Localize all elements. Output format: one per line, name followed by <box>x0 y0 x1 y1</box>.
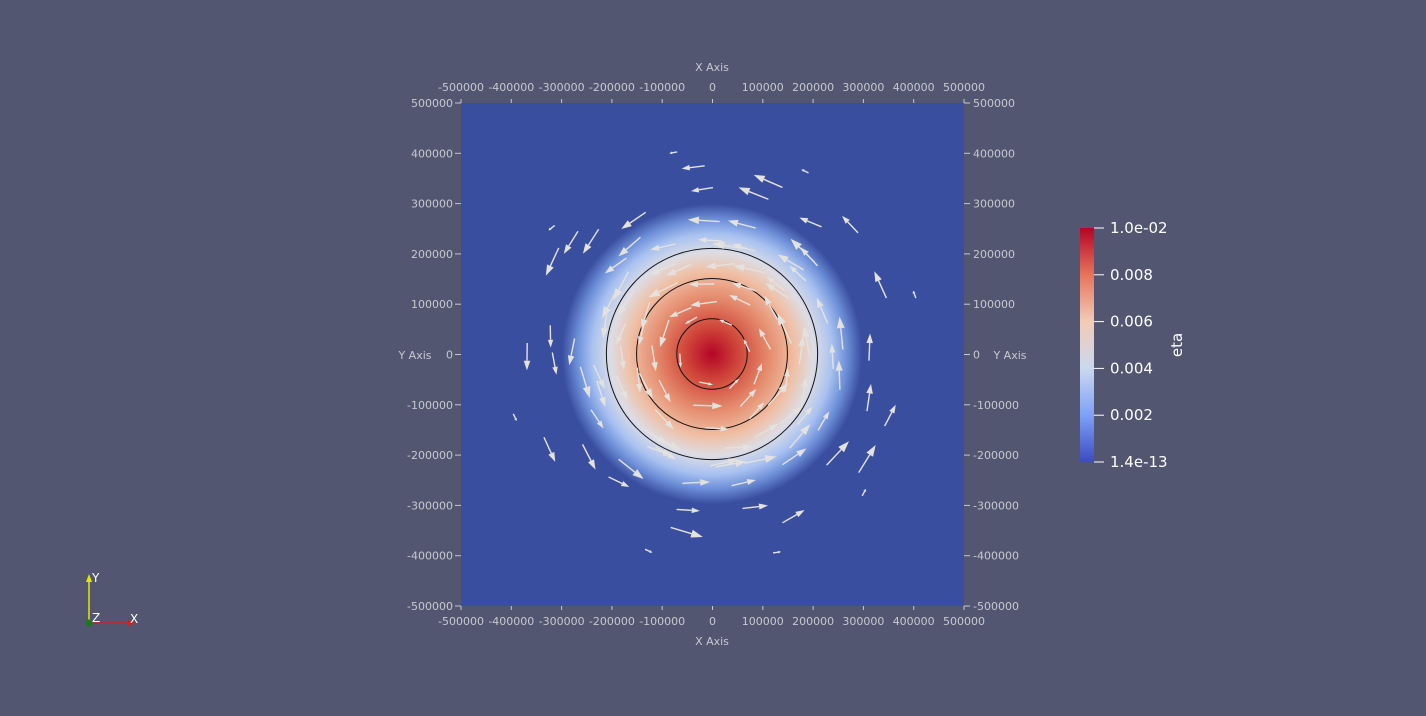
y-tick-label-left: 200000 <box>411 248 453 261</box>
x-tick-label-top: -100000 <box>639 81 685 94</box>
x-tick-label-top: -400000 <box>488 81 534 94</box>
velocity-arrow-shaft <box>682 482 700 483</box>
x-tick-label-top: 400000 <box>893 81 935 94</box>
x-tick-label-bottom: -400000 <box>488 615 534 628</box>
y-tick-label-left: 100000 <box>411 298 453 311</box>
orientation-z-label: Z <box>92 611 100 625</box>
x-tick-label-top: -200000 <box>589 81 635 94</box>
colorbar-labels: 1.0e-02 0.008 0.006 0.004 0.002 1.4e-13 <box>1094 219 1168 471</box>
y-tick-label-left: -200000 <box>407 449 453 462</box>
colorbar-label: 0.008 <box>1110 266 1153 284</box>
velocity-arrow-shaft <box>706 240 722 241</box>
x-tick-label-bottom: 0 <box>709 615 716 628</box>
x-tick-label-bottom: 200000 <box>792 615 834 628</box>
x-tick-label-bottom: 100000 <box>742 615 784 628</box>
eta-field-blob <box>562 204 862 504</box>
y-tick-label-right: -500000 <box>973 600 1019 613</box>
x-tick-label-bottom: -300000 <box>539 615 585 628</box>
x-axis-title-top: X Axis <box>695 61 729 74</box>
velocity-arrow-shaft <box>869 343 870 361</box>
colorbar-gradient <box>1080 228 1094 462</box>
y-tick-label-left: -300000 <box>407 499 453 512</box>
y-axis-title-left: Y Axis <box>397 349 431 362</box>
x-tick-label-bottom: -500000 <box>438 615 484 628</box>
y-tick-label-right: 400000 <box>973 147 1015 160</box>
x-tick-label-top: 500000 <box>943 81 985 94</box>
x-tick-label-top: -500000 <box>438 81 484 94</box>
y-tick-label-left: 400000 <box>411 147 453 160</box>
orientation-y-label: Y <box>91 571 100 585</box>
velocity-arrow-shaft <box>832 353 833 369</box>
y-tick-label-right: 100000 <box>973 298 1015 311</box>
x-tick-label-bottom: 400000 <box>893 615 935 628</box>
colorbar-label: 1.4e-13 <box>1110 453 1168 471</box>
velocity-arrow-shaft <box>839 371 840 390</box>
x-tick-label-top: 300000 <box>842 81 884 94</box>
orientation-axes-widget[interactable]: Y X Z <box>86 571 139 627</box>
y-tick-label-left: 300000 <box>411 198 453 211</box>
colorbar-label: 0.004 <box>1110 359 1153 377</box>
y-tick-label-left: 0 <box>446 349 453 362</box>
velocity-arrow-shaft <box>680 354 681 363</box>
velocity-arrow-shaft <box>693 405 712 406</box>
colorbar[interactable]: 1.0e-02 0.008 0.006 0.004 0.002 1.4e-13 eta <box>1080 219 1186 471</box>
x-tick-label-bottom: -200000 <box>589 615 635 628</box>
colorbar-title: eta <box>1168 333 1186 357</box>
x-tick-label-top: 200000 <box>792 81 834 94</box>
y-tick-label-left: -100000 <box>407 399 453 412</box>
y-tick-label-left: -500000 <box>407 600 453 613</box>
y-axis-title-right: Y Axis <box>992 349 1026 362</box>
velocity-arrow-shaft <box>773 552 778 553</box>
y-tick-label-left: -400000 <box>407 550 453 563</box>
velocity-arrow-shaft <box>677 509 692 510</box>
y-tick-label-right: -400000 <box>973 550 1019 563</box>
y-tick-label-right: 300000 <box>973 198 1015 211</box>
colorbar-label: 0.006 <box>1110 313 1153 331</box>
y-tick-label-right: 200000 <box>973 248 1015 261</box>
y-tick-label-right: -300000 <box>973 499 1019 512</box>
x-tick-label-top: 0 <box>709 81 716 94</box>
colorbar-label: 0.002 <box>1110 406 1153 424</box>
y-tick-label-right: -200000 <box>973 449 1019 462</box>
x-tick-label-top: -300000 <box>539 81 585 94</box>
x-tick-label-bottom: -100000 <box>639 615 685 628</box>
velocity-arrow-shaft <box>672 152 677 153</box>
y-tick-label-right: 500000 <box>973 97 1015 110</box>
y-tick-label-right: -100000 <box>973 399 1019 412</box>
x-tick-label-bottom: 500000 <box>943 615 985 628</box>
y-tick-label-left: 500000 <box>411 97 453 110</box>
orientation-x-label: X <box>130 612 138 626</box>
x-tick-label-top: 100000 <box>742 81 784 94</box>
plot-area[interactable] <box>461 103 964 606</box>
colorbar-label: 1.0e-02 <box>1110 219 1168 237</box>
velocity-arrow-shaft <box>725 447 743 448</box>
x-tick-label-bottom: 300000 <box>842 615 884 628</box>
y-tick-label-right: 0 <box>973 349 980 362</box>
x-axis-title-bottom: X Axis <box>695 635 729 648</box>
